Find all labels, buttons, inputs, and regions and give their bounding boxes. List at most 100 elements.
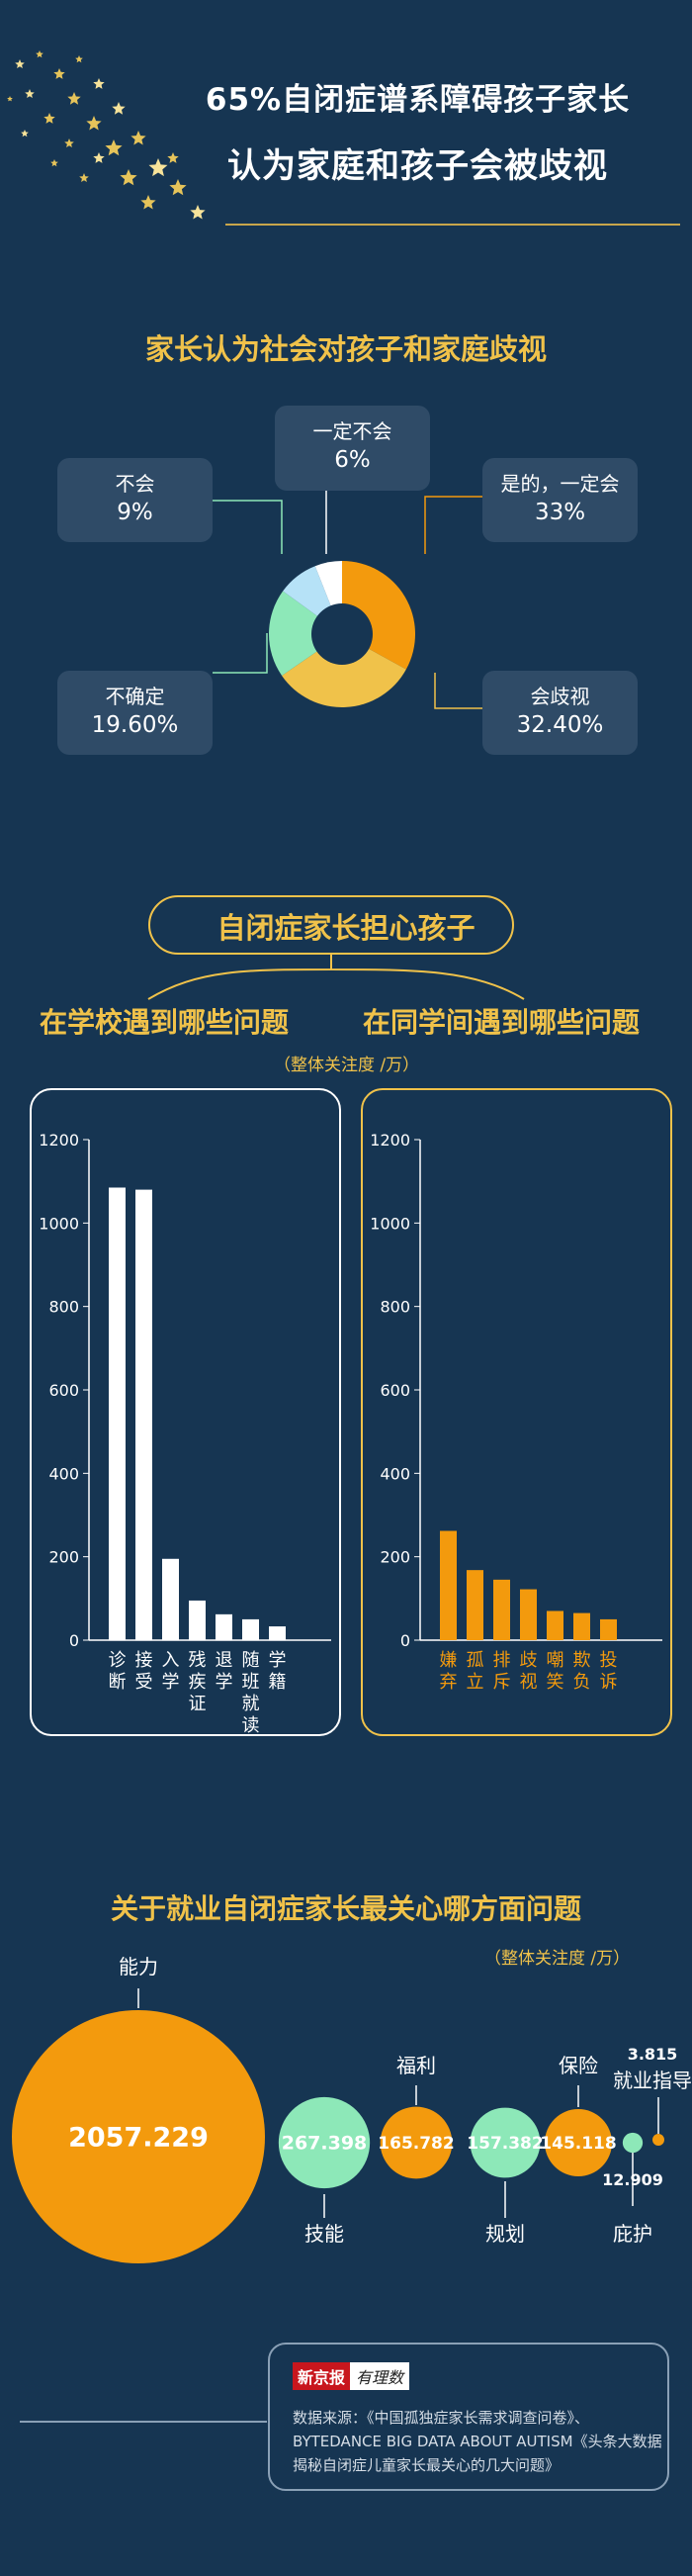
bubble-label: 保险 (559, 2054, 598, 2077)
x-tick-label: 斥 (493, 1672, 511, 1693)
y-tick-label: 200 (380, 1548, 410, 1567)
star-icon (43, 113, 55, 124)
star-icon (169, 179, 187, 196)
x-tick-label: 笑 (547, 1672, 564, 1693)
callout-unsure: 不确定 19.60% (57, 671, 213, 755)
bubble (470, 2107, 541, 2178)
callout-will: 会歧视 32.40% (482, 671, 638, 755)
y-tick-label: 600 (48, 1381, 79, 1400)
pie-section-title: 家长认为社会对孩子和家庭歧视 (144, 332, 547, 366)
x-tick-label: 就 (242, 1694, 260, 1714)
x-tick-label: 歧 (520, 1650, 538, 1671)
x-tick-label: 排 (493, 1650, 511, 1671)
bubble (12, 2010, 265, 2263)
x-tick-label: 负 (573, 1672, 591, 1693)
school-heading: 在学校遇到哪些问题 (40, 1006, 290, 1039)
bubble-value: 12.909 (602, 2170, 663, 2189)
star-icon (79, 173, 89, 182)
x-tick-label: 视 (520, 1672, 538, 1693)
star-icon (7, 96, 13, 102)
page-title-line1: 65%自闭症谱系障碍孩子家长 (205, 82, 631, 118)
brand-sub: 有理数 (350, 2362, 410, 2390)
bubble (278, 2096, 371, 2189)
callout-unsure-label: 不确定 (105, 685, 165, 708)
x-tick-label: 孤 (467, 1650, 484, 1671)
source-divider (20, 2421, 267, 2423)
x-tick-label: 班 (242, 1672, 260, 1693)
y-tick-label: 0 (69, 1631, 79, 1650)
star-icon (93, 78, 105, 89)
star-icon (140, 195, 156, 210)
callout-never-label: 一定不会 (312, 419, 392, 443)
stars-decoration (7, 50, 206, 220)
bar (467, 1570, 483, 1640)
classmates-panel (361, 1088, 672, 1736)
star-icon (67, 92, 81, 105)
employment-section-title: 关于就业自闭症家长最关心哪方面问题 (110, 1892, 581, 1925)
bubble-value: 267.398 (282, 2133, 368, 2155)
callout-no-label: 不会 (115, 472, 155, 496)
worry-section-title: 自闭症家长担心孩子 (216, 911, 476, 945)
bar (600, 1618, 617, 1640)
y-tick-label: 800 (48, 1298, 79, 1317)
star-icon (36, 50, 43, 58)
bar (109, 1187, 126, 1640)
bubble-value: 2057.229 (68, 2122, 209, 2153)
pie-slice (282, 634, 406, 707)
bubble (545, 2109, 612, 2176)
star-icon (93, 152, 105, 163)
x-tick-label: 退 (216, 1650, 233, 1671)
callout-definitely: 是的，一定会 33% (482, 458, 638, 542)
bubble-label: 就业指导 (613, 2069, 692, 2092)
x-tick-label: 欺 (573, 1650, 591, 1671)
star-icon (50, 159, 58, 167)
star-icon (130, 131, 146, 145)
bar (242, 1618, 259, 1640)
star-icon (15, 59, 25, 68)
x-tick-label: 疾 (189, 1672, 207, 1693)
y-tick-label: 1200 (370, 1131, 410, 1150)
x-tick-label: 立 (467, 1672, 484, 1693)
star-icon (53, 68, 65, 79)
bar (162, 1558, 179, 1640)
bubble-unit-note: （整体关注度 /万） (484, 1949, 631, 1969)
y-tick-label: 1000 (370, 1214, 410, 1233)
star-icon (120, 169, 137, 186)
bubble (622, 2132, 644, 2154)
y-tick-label: 400 (380, 1464, 410, 1483)
callout-unsure-value: 19.60% (91, 712, 179, 738)
bubble-label: 福利 (396, 2054, 436, 2077)
x-tick-label: 弃 (440, 1672, 458, 1693)
x-tick-label: 嘲 (547, 1650, 564, 1671)
star-icon (148, 158, 168, 177)
bar (440, 1530, 457, 1640)
callout-will-label: 会歧视 (530, 685, 590, 708)
worry-title-connector (147, 954, 525, 1000)
bubble-value: 157.382 (467, 2134, 543, 2154)
bar (573, 1612, 590, 1640)
bubble-label: 技能 (304, 2222, 344, 2246)
star-icon (64, 138, 74, 147)
x-tick-label: 籍 (269, 1672, 287, 1693)
star-icon (112, 102, 126, 115)
x-tick-label: 学 (216, 1672, 233, 1693)
x-tick-label: 诊 (109, 1650, 127, 1671)
star-icon (75, 55, 83, 63)
brand-logo: 新京报 有理数 (293, 2362, 410, 2390)
callout-never: 一定不会 6% (275, 406, 430, 491)
bubble-value: 3.815 (628, 2045, 678, 2064)
bar (520, 1589, 537, 1640)
x-tick-label: 学 (162, 1672, 180, 1693)
employment-bubble-chart: 能力 2057.229 技能 267.398 福利 165.782 规划 157.382 保险 1… (12, 1955, 692, 2263)
star-icon (25, 89, 35, 98)
star-icon (86, 116, 102, 131)
y-tick-label: 200 (48, 1548, 79, 1567)
title-underline (225, 224, 680, 226)
x-tick-label: 入 (162, 1650, 180, 1671)
x-tick-label: 残 (189, 1650, 207, 1671)
x-tick-label: 证 (189, 1694, 207, 1714)
x-tick-label: 读 (242, 1715, 260, 1736)
star-icon (167, 152, 179, 163)
page-title-line2: 认为家庭和孩子会被歧视 (227, 146, 608, 186)
